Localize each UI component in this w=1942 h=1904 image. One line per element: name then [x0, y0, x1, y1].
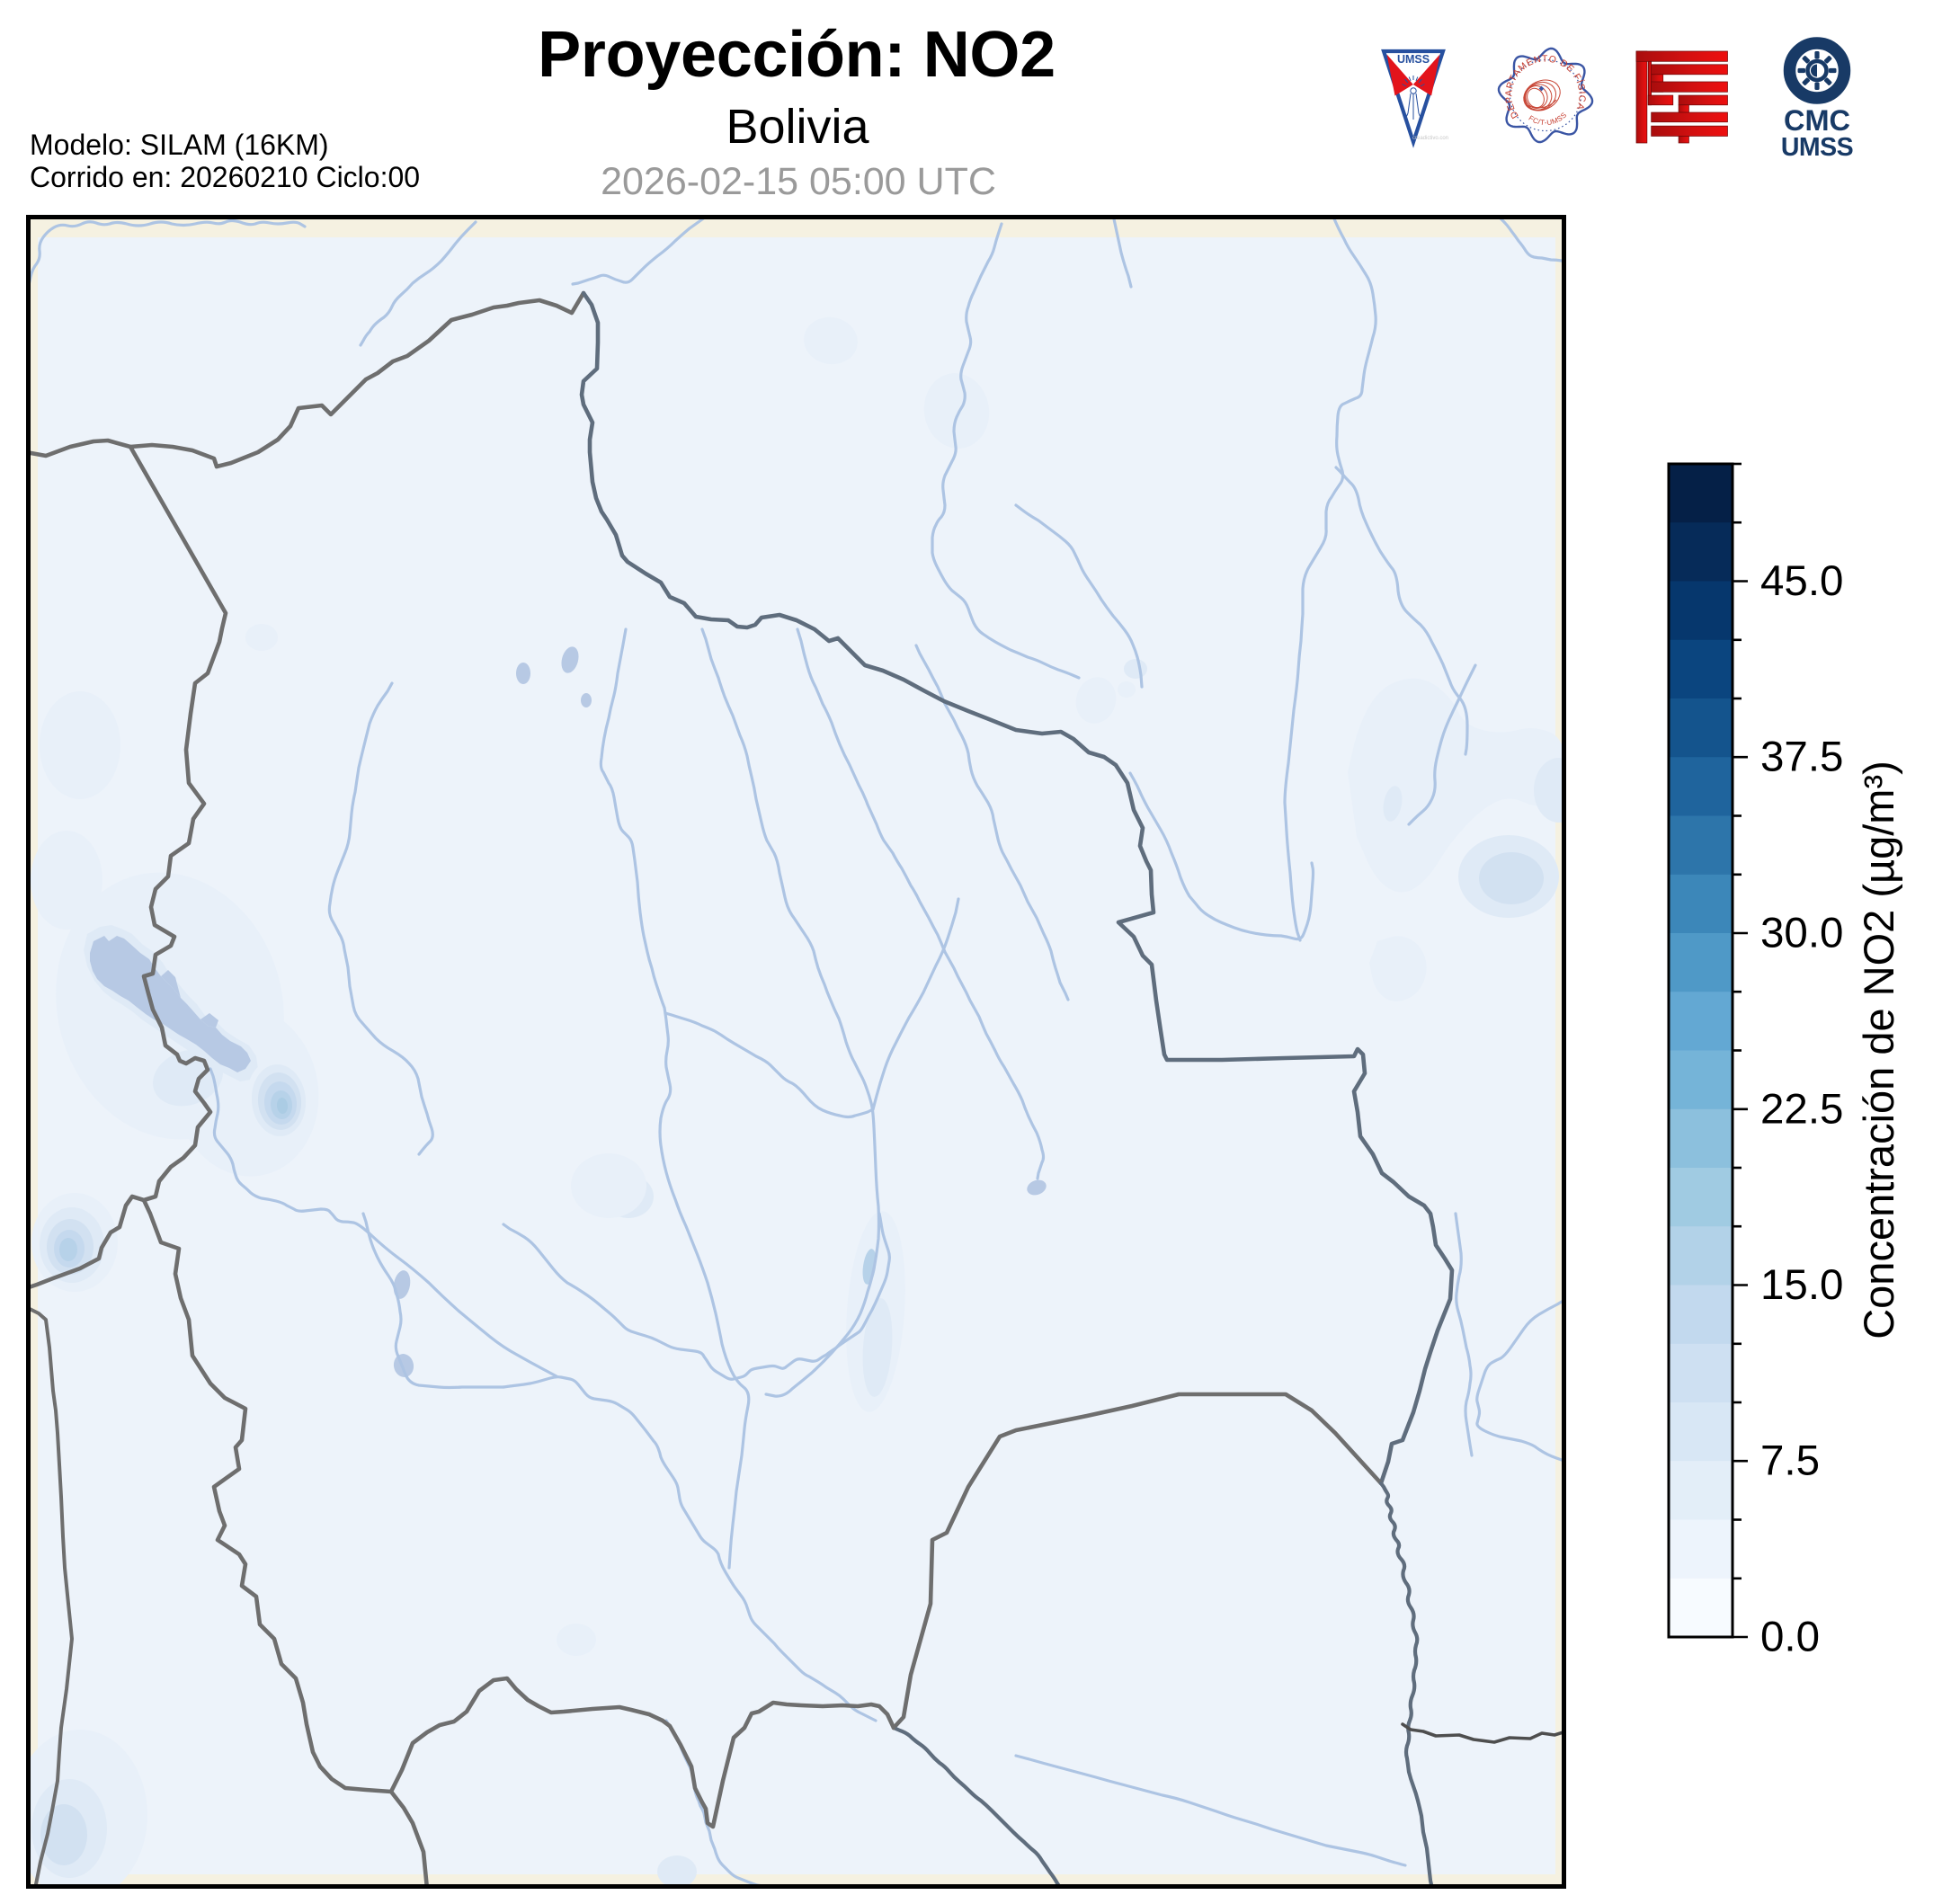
- svg-text:Concentración de NO2 (µg/m³): Concentración de NO2 (µg/m³): [1855, 761, 1902, 1339]
- svg-text:7.5: 7.5: [1760, 1437, 1820, 1485]
- svg-text:15.0: 15.0: [1760, 1261, 1843, 1309]
- svg-text:UMSS: UMSS: [1781, 133, 1853, 162]
- svg-text:22.5: 22.5: [1760, 1085, 1843, 1133]
- svg-text:0.0: 0.0: [1760, 1614, 1820, 1661]
- svg-text:creadictivo.con: creadictivo.con: [1412, 136, 1448, 141]
- svg-text:45.0: 45.0: [1760, 557, 1843, 605]
- svg-text:UMSS: UMSS: [1397, 53, 1430, 66]
- svg-text:30.0: 30.0: [1760, 910, 1843, 957]
- svg-text:37.5: 37.5: [1760, 734, 1843, 781]
- svg-text:CMC: CMC: [1784, 104, 1850, 137]
